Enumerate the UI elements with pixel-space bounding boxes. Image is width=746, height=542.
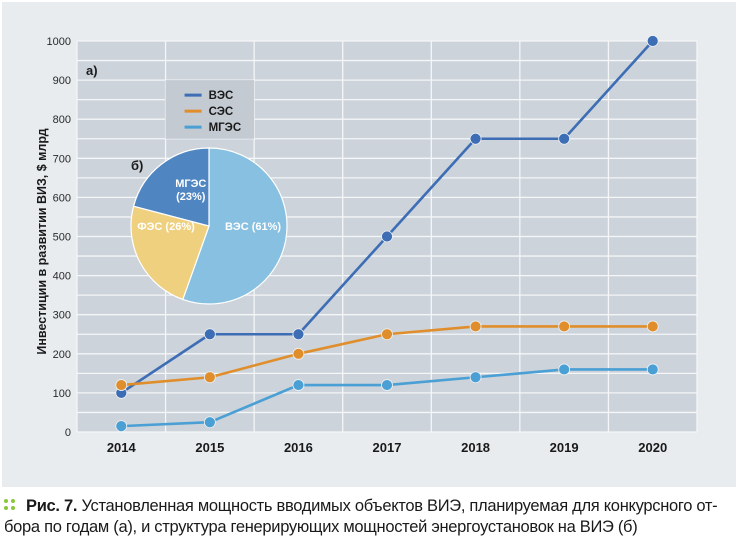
y-tick-label: 500 (53, 232, 71, 244)
y-tick-label: 400 (53, 271, 71, 283)
data-point (558, 132, 571, 145)
legend-label: ВЭС (209, 90, 234, 102)
data-point (381, 379, 393, 391)
data-point (469, 320, 482, 333)
caption-bullet-icon (4, 498, 16, 511)
data-point (381, 328, 393, 341)
pie-label: ФЭС (26%) (137, 221, 195, 233)
data-point (203, 328, 216, 341)
legend-label: СЭС (209, 106, 234, 118)
data-point (646, 320, 659, 333)
x-tick-label: 2017 (373, 440, 402, 455)
y-tick-label: 200 (53, 349, 71, 361)
pie-slice (132, 147, 210, 227)
data-point (203, 371, 216, 384)
x-tick-label: 2019 (550, 440, 579, 455)
data-point (381, 230, 393, 243)
legend: ВЭС СЭС МГЭС (165, 80, 255, 139)
y-tick-label: 600 (53, 192, 71, 204)
data-point (292, 347, 305, 360)
x-tick-label: 2014 (107, 440, 137, 455)
pie-label: ВЭС (61%) (225, 221, 281, 233)
x-tick-label: 2015 (195, 440, 224, 455)
y-tick-label: 1000 (47, 36, 71, 48)
x-tick-labels: 2014 2015 2016 2017 2018 2019 2020 (107, 440, 667, 455)
series-points (115, 35, 659, 433)
pie-slice (182, 147, 288, 305)
data-point (115, 379, 128, 391)
x-tick-label: 2016 (284, 440, 313, 455)
y-tick-label: 800 (53, 114, 71, 126)
pie-label: (23%) (176, 191, 206, 203)
data-point (469, 371, 482, 384)
y-tick-label: 100 (53, 388, 71, 400)
y-axis-label: Инвестиции в развитии ВИЗ, $ млрд (35, 128, 49, 354)
pie-slice (130, 205, 210, 301)
y-tick-label: 700 (53, 153, 71, 165)
y-tick-label: 300 (53, 310, 71, 322)
legend-box (165, 80, 255, 139)
figure-caption: Рис. 7. Установленная мощность вводимых … (4, 496, 744, 538)
panel-label-a: а) (86, 63, 98, 78)
pie-chart: ВЭС (61%) ФЭС (26%) МГЭС(23%) (130, 147, 288, 305)
caption-text: Установленная мощность вводимых объектов… (4, 497, 718, 536)
data-point (292, 379, 305, 391)
pie-label: МГЭС (175, 178, 206, 190)
data-point (646, 35, 659, 47)
data-point (646, 363, 659, 376)
y-tick-label: 900 (53, 75, 71, 87)
legend-label: МГЭС (209, 122, 242, 134)
y-tick-labels: 0 100 200 300 400 500 600 700 800 900 1000 (47, 36, 71, 439)
data-point (469, 132, 482, 145)
y-tick-label: 0 (65, 427, 71, 439)
data-point (203, 416, 216, 429)
data-point (292, 328, 305, 341)
x-tick-label: 2018 (461, 440, 490, 455)
x-tick-label: 2020 (638, 440, 667, 455)
data-point (558, 363, 571, 376)
data-point (558, 320, 571, 333)
data-point (115, 420, 128, 433)
figure-label: Рис. 7. (26, 497, 78, 515)
panel-label-b: б) (131, 158, 143, 173)
